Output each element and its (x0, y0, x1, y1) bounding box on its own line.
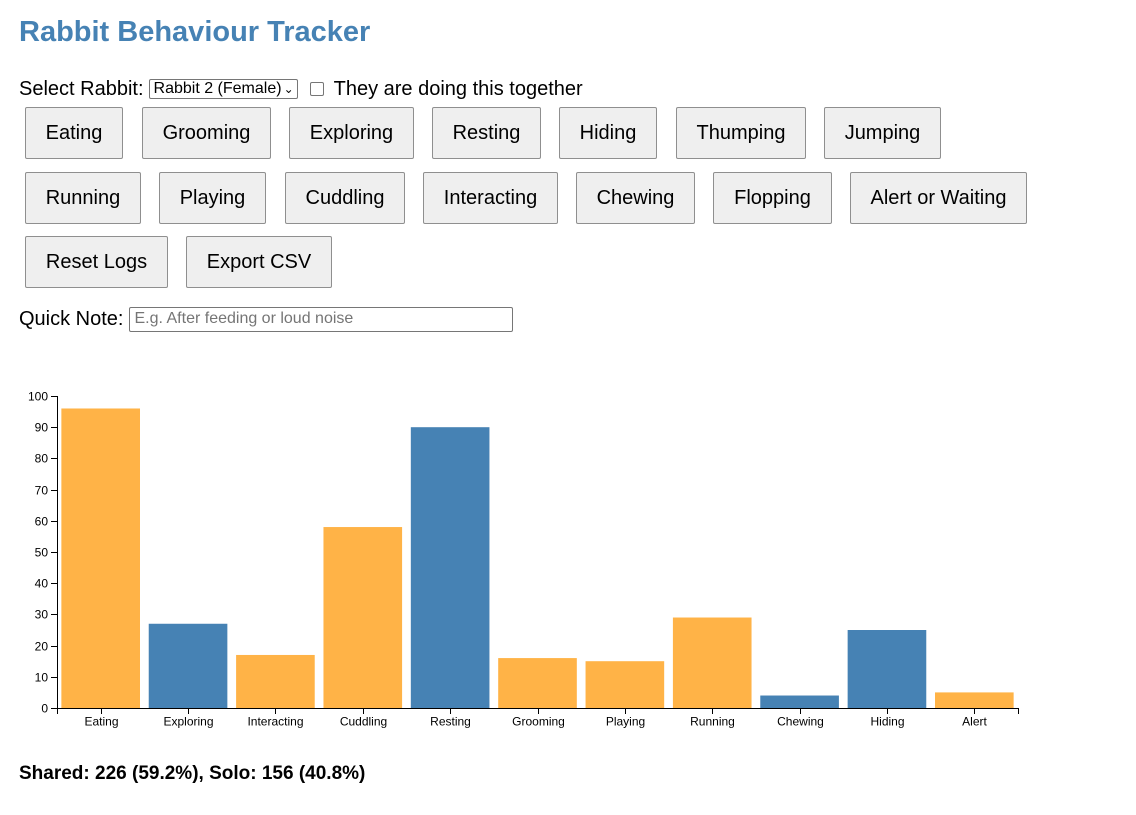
y-tick-label-70: 70 (35, 483, 49, 497)
behaviour-bar-chart: 0 10 20 30 40 50 60 70 80 90 100 Eating Exploring Int… (28, 389, 1019, 729)
select-rabbit-label: Select Rabbit: (19, 77, 144, 100)
behaviour-button-hiding[interactable]: Hiding (559, 107, 657, 159)
y-tick-label-0: 0 (41, 701, 48, 715)
behaviour-button-flopping[interactable]: Flopping (713, 172, 832, 224)
quick-note-row: Quick Note: (19, 306, 514, 332)
y-tick-label-20: 20 (35, 639, 49, 653)
export-csv-button[interactable]: Export CSV (186, 236, 332, 288)
x-tick-label-resting: Resting (430, 715, 471, 729)
bar-playing (585, 661, 665, 708)
x-tick-label-playing: Playing (606, 715, 645, 729)
y-tick-label-30: 30 (35, 607, 49, 621)
behaviour-button-jumping[interactable]: Jumping (824, 107, 941, 159)
quick-note-label: Quick Note: (19, 307, 124, 330)
behaviour-button-running[interactable]: Running (25, 172, 141, 224)
chevron-down-icon: ⌄ (283, 82, 294, 96)
quick-note-input[interactable] (129, 306, 514, 332)
y-tick-label-100: 100 (28, 389, 48, 403)
bar-interacting (236, 654, 315, 708)
x-tick-label-grooming: Grooming (512, 715, 565, 729)
x-tick-label-running: Running (690, 715, 735, 729)
behaviour-button-exploring[interactable]: Exploring (289, 107, 414, 159)
page-title: Rabbit Behaviour Tracker (19, 16, 371, 48)
x-tick-label-hiding: Hiding (870, 715, 904, 729)
behaviour-button-thumping[interactable]: Thumping (676, 107, 806, 159)
behaviour-button-playing[interactable]: Playing (159, 172, 266, 224)
x-tick-label-interacting: Interacting (247, 715, 303, 729)
bar-grooming (498, 658, 577, 708)
behaviour-button-eating[interactable]: Eating (25, 107, 123, 159)
x-tick-label-chewing: Chewing (777, 715, 824, 729)
bar-running (672, 617, 752, 708)
bar-alert (935, 692, 1014, 708)
y-tick-label-60: 60 (35, 514, 49, 528)
y-tick-label-80: 80 (35, 451, 49, 465)
bar-resting (410, 427, 490, 708)
bar-cuddling (323, 527, 403, 708)
bar-exploring (148, 623, 228, 708)
rabbit-select-value: Rabbit 2 (Female) (153, 80, 282, 97)
x-tick-label-cuddling: Cuddling (340, 715, 387, 729)
x-tick-label-eating: Eating (84, 715, 118, 729)
behaviour-button-chewing[interactable]: Chewing (576, 172, 695, 224)
shared-solo-summary: Shared: 226 (59.2%), Solo: 156 (40.8%) (19, 763, 366, 784)
y-tick-label-50: 50 (35, 545, 49, 559)
behaviour-button-cuddling[interactable]: Cuddling (285, 172, 405, 224)
behaviour-button-grooming[interactable]: Grooming (142, 107, 271, 159)
y-tick-label-10: 10 (35, 670, 49, 684)
rabbit-select-row: Select Rabbit: Rabbit 2 (Female) ⌄ They … (19, 76, 583, 102)
y-tick-label-40: 40 (35, 576, 49, 590)
x-tick-label-exploring: Exploring (163, 715, 213, 729)
y-tick-label-90: 90 (35, 420, 49, 434)
behaviour-button-alert-or-waiting[interactable]: Alert or Waiting (850, 172, 1027, 224)
together-label: They are doing this together (333, 77, 583, 100)
reset-logs-button[interactable]: Reset Logs (25, 236, 168, 288)
x-tick-label-alert: Alert (962, 715, 987, 729)
rabbit-select[interactable]: Rabbit 2 (Female) ⌄ (148, 79, 298, 99)
together-checkbox[interactable] (309, 82, 324, 96)
behaviour-button-resting[interactable]: Resting (432, 107, 541, 159)
bar-chewing (760, 695, 839, 708)
bar-hiding (847, 630, 927, 708)
bar-eating (61, 408, 141, 708)
behaviour-button-interacting[interactable]: Interacting (423, 172, 558, 224)
